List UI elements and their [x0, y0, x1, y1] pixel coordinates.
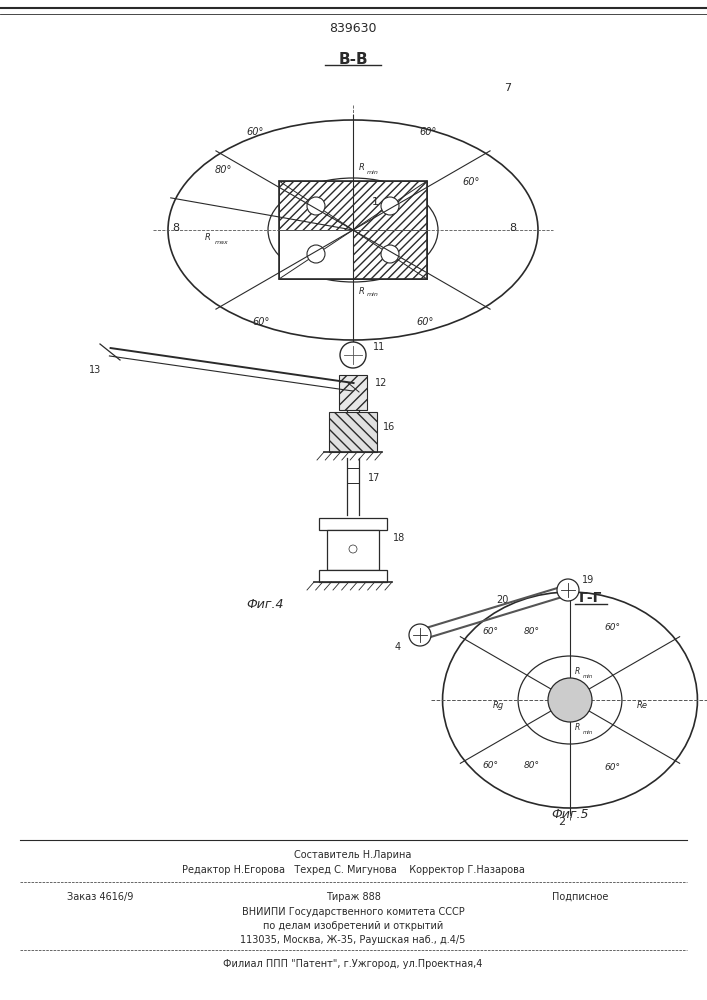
Bar [353, 181, 427, 230]
Bar [279, 181, 427, 279]
Text: Подписное: Подписное [551, 892, 608, 902]
Text: 60°: 60° [416, 317, 433, 327]
Text: Rg: Rg [492, 702, 503, 710]
Circle shape [381, 197, 399, 215]
Circle shape [307, 245, 325, 263]
Bar [319, 570, 387, 582]
Bar [329, 412, 377, 452]
Text: по делам изобретений и открытий: по делам изобретений и открытий [263, 921, 443, 931]
Circle shape [381, 245, 399, 263]
Bar [279, 181, 353, 230]
Text: 60°: 60° [246, 127, 264, 137]
Text: min: min [583, 674, 593, 678]
Text: Фиг.5: Фиг.5 [551, 808, 589, 822]
Text: 12: 12 [375, 378, 387, 388]
Text: 8: 8 [173, 223, 180, 233]
Text: R: R [359, 163, 365, 172]
Text: min: min [583, 730, 593, 734]
Text: 19: 19 [582, 575, 595, 585]
Text: R: R [205, 233, 211, 242]
Bar [319, 518, 387, 530]
Text: ВНИИПИ Государственного комитета СССР: ВНИИПИ Государственного комитета СССР [242, 907, 464, 917]
Bar [279, 230, 353, 279]
Text: 18: 18 [393, 533, 405, 543]
Text: Заказ 4616/9: Заказ 4616/9 [67, 892, 133, 902]
Text: Тираж 888: Тираж 888 [325, 892, 380, 902]
Text: 20: 20 [496, 595, 508, 605]
Text: 7: 7 [504, 83, 512, 93]
Circle shape [557, 579, 579, 601]
Text: 11: 11 [373, 342, 385, 352]
Text: 60°: 60° [419, 127, 437, 137]
Text: Редактор Н.Егорова   Техред С. Мигунова    Корректор Г.Назарова: Редактор Н.Егорова Техред С. Мигунова Ко… [182, 865, 525, 875]
Text: 80°: 80° [524, 760, 540, 770]
Text: 60°: 60° [604, 624, 620, 633]
Bar [327, 530, 379, 570]
Circle shape [409, 624, 431, 646]
Text: 60°: 60° [462, 177, 479, 187]
Text: 80°: 80° [524, 628, 540, 637]
Text: 8: 8 [510, 223, 517, 233]
Text: 16: 16 [383, 422, 395, 432]
Text: 60°: 60° [482, 760, 498, 770]
Text: R: R [575, 668, 580, 676]
Text: 60°: 60° [604, 764, 620, 772]
Circle shape [340, 342, 366, 368]
Text: 60°: 60° [482, 628, 498, 637]
Text: 1: 1 [371, 197, 378, 207]
Text: 13: 13 [89, 365, 101, 375]
Text: R: R [575, 724, 580, 732]
Bar [353, 230, 427, 279]
Text: 2: 2 [559, 817, 566, 827]
Text: Составитель Н.Ларина: Составитель Н.Ларина [294, 850, 411, 860]
Text: Г-Г: Г-Г [578, 591, 602, 605]
Text: 839630: 839630 [329, 21, 377, 34]
Text: min: min [367, 169, 379, 174]
Circle shape [349, 545, 357, 553]
Text: Фиг.4: Фиг.4 [246, 598, 284, 611]
Text: max: max [215, 239, 229, 244]
Circle shape [307, 197, 325, 215]
Text: 60°: 60° [252, 317, 269, 327]
Text: R: R [359, 288, 365, 296]
Text: Филиал ППП "Патент", г.Ужгород, ул.Проектная,4: Филиал ППП "Патент", г.Ужгород, ул.Проек… [223, 959, 483, 969]
Text: 113035, Москва, Ж-35, Раушская наб., д.4/5: 113035, Москва, Ж-35, Раушская наб., д.4… [240, 935, 466, 945]
Text: 4: 4 [395, 642, 401, 652]
Bar [339, 375, 367, 410]
Text: В-В: В-В [338, 52, 368, 68]
Text: min: min [367, 292, 379, 298]
Text: Re: Re [636, 702, 648, 710]
Text: 17: 17 [368, 473, 380, 483]
Text: 80°: 80° [214, 165, 232, 175]
Circle shape [548, 678, 592, 722]
